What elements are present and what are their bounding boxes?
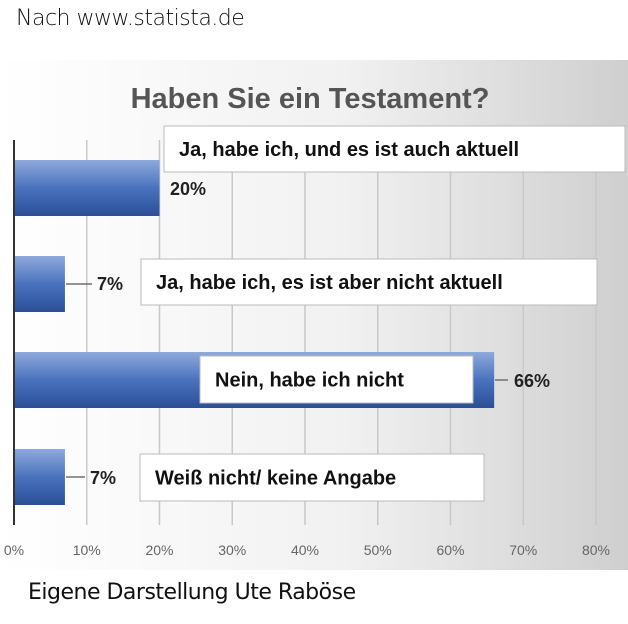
- x-tick-label: 10%: [73, 542, 101, 558]
- x-tick-label: 50%: [364, 542, 392, 558]
- data-label: 7%: [90, 468, 116, 488]
- category-label: Weiß nicht/ keine Angabe: [155, 468, 396, 490]
- category-label-box: [163, 125, 626, 173]
- category-label-box: [140, 258, 598, 306]
- x-tick-label: 20%: [145, 542, 173, 558]
- credit-note: Eigene Darstellung Ute Raböse: [28, 580, 356, 605]
- x-tick-label: 30%: [218, 542, 246, 558]
- x-tick-label: 0%: [4, 542, 24, 558]
- data-label: 7%: [97, 274, 123, 294]
- data-label: 66%: [514, 371, 550, 391]
- category-label-box: [199, 355, 474, 404]
- chart-title: Haben Sie ein Testament?: [131, 83, 490, 115]
- data-label: 20%: [170, 179, 206, 199]
- x-tick-label: 70%: [509, 542, 537, 558]
- category-label-box: [139, 453, 485, 502]
- x-tick-label: 80%: [582, 542, 610, 558]
- category-label: Ja, habe ich, es ist aber nicht aktuell: [156, 272, 503, 294]
- bar: [14, 160, 160, 216]
- category-label: Nein, habe ich nicht: [215, 370, 404, 392]
- bar: [14, 449, 65, 505]
- x-tick-label: 40%: [291, 542, 319, 558]
- category-label: Ja, habe ich, und es ist auch aktuell: [179, 139, 519, 161]
- source-note: Nach www.statista.de: [16, 6, 245, 31]
- x-tick-label: 60%: [436, 542, 464, 558]
- bar: [14, 256, 65, 312]
